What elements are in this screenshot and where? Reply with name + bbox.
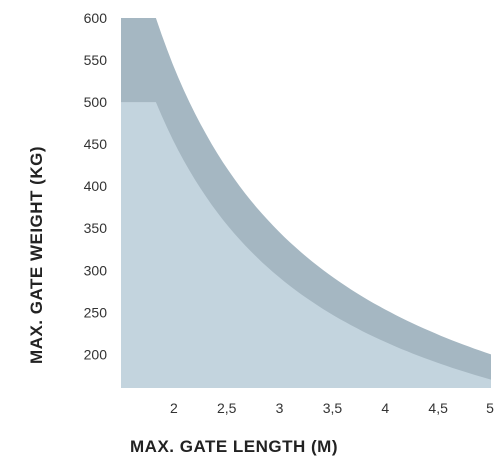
y-tick-label: 200 <box>84 346 108 362</box>
x-tick-label: 5 <box>486 400 494 416</box>
x-tick-label: 2 <box>170 400 178 416</box>
x-tick-label: 4 <box>381 400 389 416</box>
x-tick-labels: 2 2,5 3 3,5 4 4,5 5 <box>170 400 494 416</box>
y-tick-label: 500 <box>84 94 108 110</box>
x-tick-label: 3,5 <box>323 400 343 416</box>
x-tick-label: 4,5 <box>428 400 448 416</box>
y-axis-title: MAX. GATE WEIGHT (KG) <box>27 146 46 364</box>
y-tick-label: 400 <box>84 178 108 194</box>
y-tick-labels: 600 550 500 450 400 350 300 250 200 <box>84 10 108 362</box>
chart-areas <box>121 18 491 388</box>
x-axis-title: MAX. GATE LENGTH (M) <box>130 437 338 456</box>
y-tick-label: 600 <box>84 10 108 26</box>
x-tick-label: 2,5 <box>217 400 237 416</box>
x-tick-label: 3 <box>276 400 284 416</box>
y-tick-label: 250 <box>84 304 108 320</box>
y-tick-label: 350 <box>84 220 108 236</box>
y-tick-label: 550 <box>84 52 108 68</box>
area-series-2 <box>121 102 491 388</box>
y-tick-label: 300 <box>84 262 108 278</box>
y-tick-label: 450 <box>84 136 108 152</box>
